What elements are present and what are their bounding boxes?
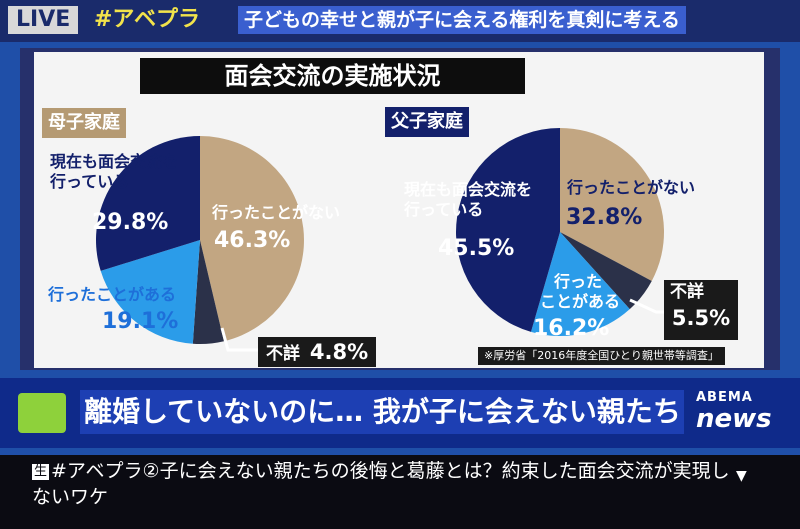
source-note: ※厚労省「2016年度全国ひとり親世帯等調査」 [478, 347, 725, 365]
chevron-down-icon[interactable]: ▼ [736, 468, 747, 484]
father-pie-slice-2 [530, 232, 630, 337]
mother-unknown-value: 4.8% [309, 340, 369, 364]
chart-title: 面会交流の実施状況 [140, 58, 525, 94]
video-frame: LIVE #アベプラ 子どもの幸せと親が子に会える権利を真剣に考える 面会交流の… [0, 0, 800, 455]
video-caption[interactable]: 生 #アベプラ②子に会えない親たちの後悔と葛藤とは？約束した面会交流が実現しないワ… [32, 458, 732, 510]
father-never-value: 32.8% [566, 205, 643, 230]
father-family-label: 父子家庭 [385, 107, 469, 137]
father-current-label: 現在も面会交流を 行っている [404, 180, 533, 219]
pie-charts [95, 128, 668, 352]
mother-pie-slice-2 [100, 240, 200, 344]
abema-news-logo: ABEMA news [696, 390, 772, 434]
pie-father [455, 128, 665, 337]
father-unknown-box: 不詳 5.5% [664, 280, 738, 340]
mother-unknown-label: 不詳 [266, 344, 300, 364]
mother-never-value: 46.3% [214, 228, 291, 253]
mother-never-label: 行ったことがない [212, 203, 341, 222]
father-current-value: 45.5% [438, 236, 515, 261]
mother-family-label: 母子家庭 [42, 108, 126, 138]
father-pie-slice-0 [560, 128, 665, 281]
live-stream-badge: 生 [32, 464, 50, 480]
unknown-leader-line-mother [220, 327, 258, 352]
mother-current-value: 29.8% [92, 210, 169, 235]
mother-pie-slice-0 [200, 136, 304, 342]
father-unknown-label: 不詳 [670, 282, 704, 302]
father-never-label: 行ったことがない [567, 178, 696, 197]
father-once-value: 16.2% [533, 316, 610, 341]
mother-pie-slice-3 [95, 136, 200, 271]
mother-current-label: 現在も面会交流を 行っている [50, 152, 179, 191]
flag-icon [18, 393, 66, 433]
caption-text: #アベプラ②子に会えない親たちの後悔と葛藤とは？約束した面会交流が実現しないワケ [32, 460, 730, 508]
live-badge: LIVE [8, 6, 79, 34]
mother-once-value: 19.1% [102, 309, 179, 334]
father-pie-slice-3 [455, 128, 560, 332]
mother-once-label: 行ったことがある [48, 285, 177, 304]
mother-pie-slice-1 [192, 240, 224, 344]
father-unknown-value: 5.5% [671, 306, 731, 330]
father-pie-slice-1 [560, 232, 652, 310]
lower-third-title: 離婚していないのに… 我が子に会えない親たち [80, 390, 684, 434]
father-once-label: 行った ことがある [540, 272, 621, 311]
pie-mother [95, 136, 304, 344]
headline-banner: 子どもの幸せと親が子に会える権利を真剣に考える [238, 6, 686, 34]
mother-unknown-box: 不詳 4.8% [258, 337, 377, 367]
hashtag-label: #アベプラ [94, 7, 200, 32]
unknown-leader-line-father [629, 298, 668, 314]
